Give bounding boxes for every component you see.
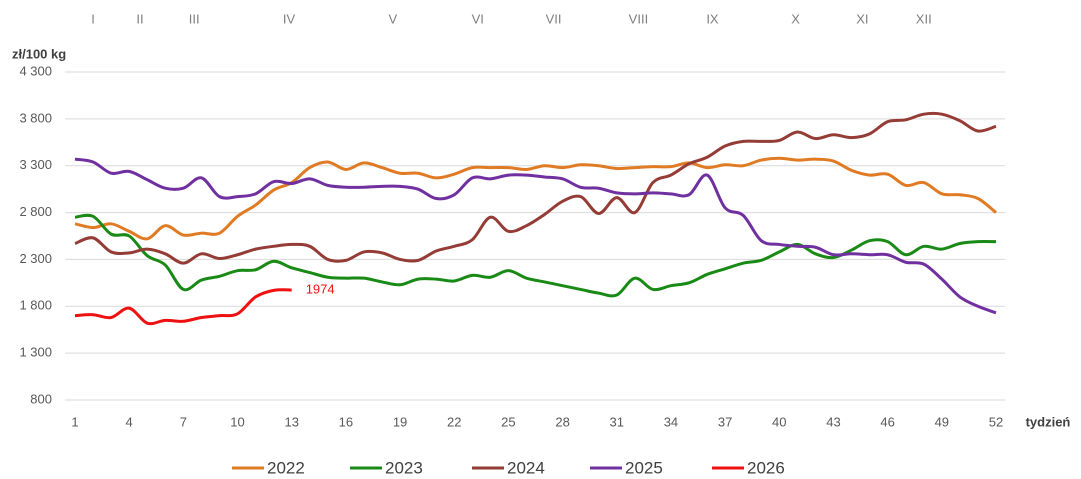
x-tick-label: 28 [555, 414, 569, 429]
legend-label: 2024 [507, 458, 545, 477]
month-label: I [91, 11, 95, 26]
x-tick-label: 46 [880, 414, 894, 429]
x-tick-label: 1 [71, 414, 78, 429]
x-tick-label: 13 [284, 414, 298, 429]
month-label: IV [283, 11, 296, 26]
x-tick-label: 37 [718, 414, 732, 429]
series-line [74, 111, 997, 265]
series-line [74, 156, 997, 241]
y-tick-label: 3 300 [19, 157, 52, 172]
x-tick-label: 52 [989, 414, 1003, 429]
x-tick-label: 49 [935, 414, 949, 429]
data-label: 1974 [306, 281, 335, 296]
x-axis-label: tydzień [1026, 414, 1071, 429]
y-tick-label: 1 300 [19, 345, 52, 360]
month-label: VIII [629, 11, 649, 26]
month-label: V [388, 11, 397, 26]
x-tick-label: 4 [126, 414, 133, 429]
month-label: VII [546, 11, 562, 26]
legend-label: 2023 [385, 458, 423, 477]
legend-label: 2025 [625, 458, 663, 477]
y-tick-label: 1 800 [19, 298, 52, 313]
x-tick-label: 7 [180, 414, 187, 429]
series-line [74, 157, 997, 315]
x-tick-label: 19 [393, 414, 407, 429]
x-tick-label: 16 [339, 414, 353, 429]
month-label: VI [472, 11, 484, 26]
month-label: X [791, 11, 800, 26]
y-tick-label: 2 300 [19, 251, 52, 266]
month-label: IX [706, 11, 719, 26]
y-tick-label: 4 300 [19, 63, 52, 78]
x-tick-label: 43 [826, 414, 840, 429]
legend-label: 2026 [747, 458, 785, 477]
x-tick-label: 34 [664, 414, 678, 429]
y-tick-label: 2 800 [19, 204, 52, 219]
x-tick-label: 25 [501, 414, 515, 429]
legend-label: 2022 [267, 458, 305, 477]
x-tick-label: 22 [447, 414, 461, 429]
month-label: XI [856, 11, 868, 26]
y-tick-label: 800 [30, 391, 52, 406]
x-tick-label: 10 [230, 414, 244, 429]
month-label: II [136, 11, 143, 26]
x-tick-label: 40 [772, 414, 786, 429]
y-tick-label: 3 800 [19, 110, 52, 125]
month-label: III [189, 11, 200, 26]
y-axis-label: zł/100 kg [12, 46, 66, 61]
month-label: XII [916, 11, 932, 26]
series-line [74, 288, 292, 326]
x-tick-label: 31 [610, 414, 624, 429]
